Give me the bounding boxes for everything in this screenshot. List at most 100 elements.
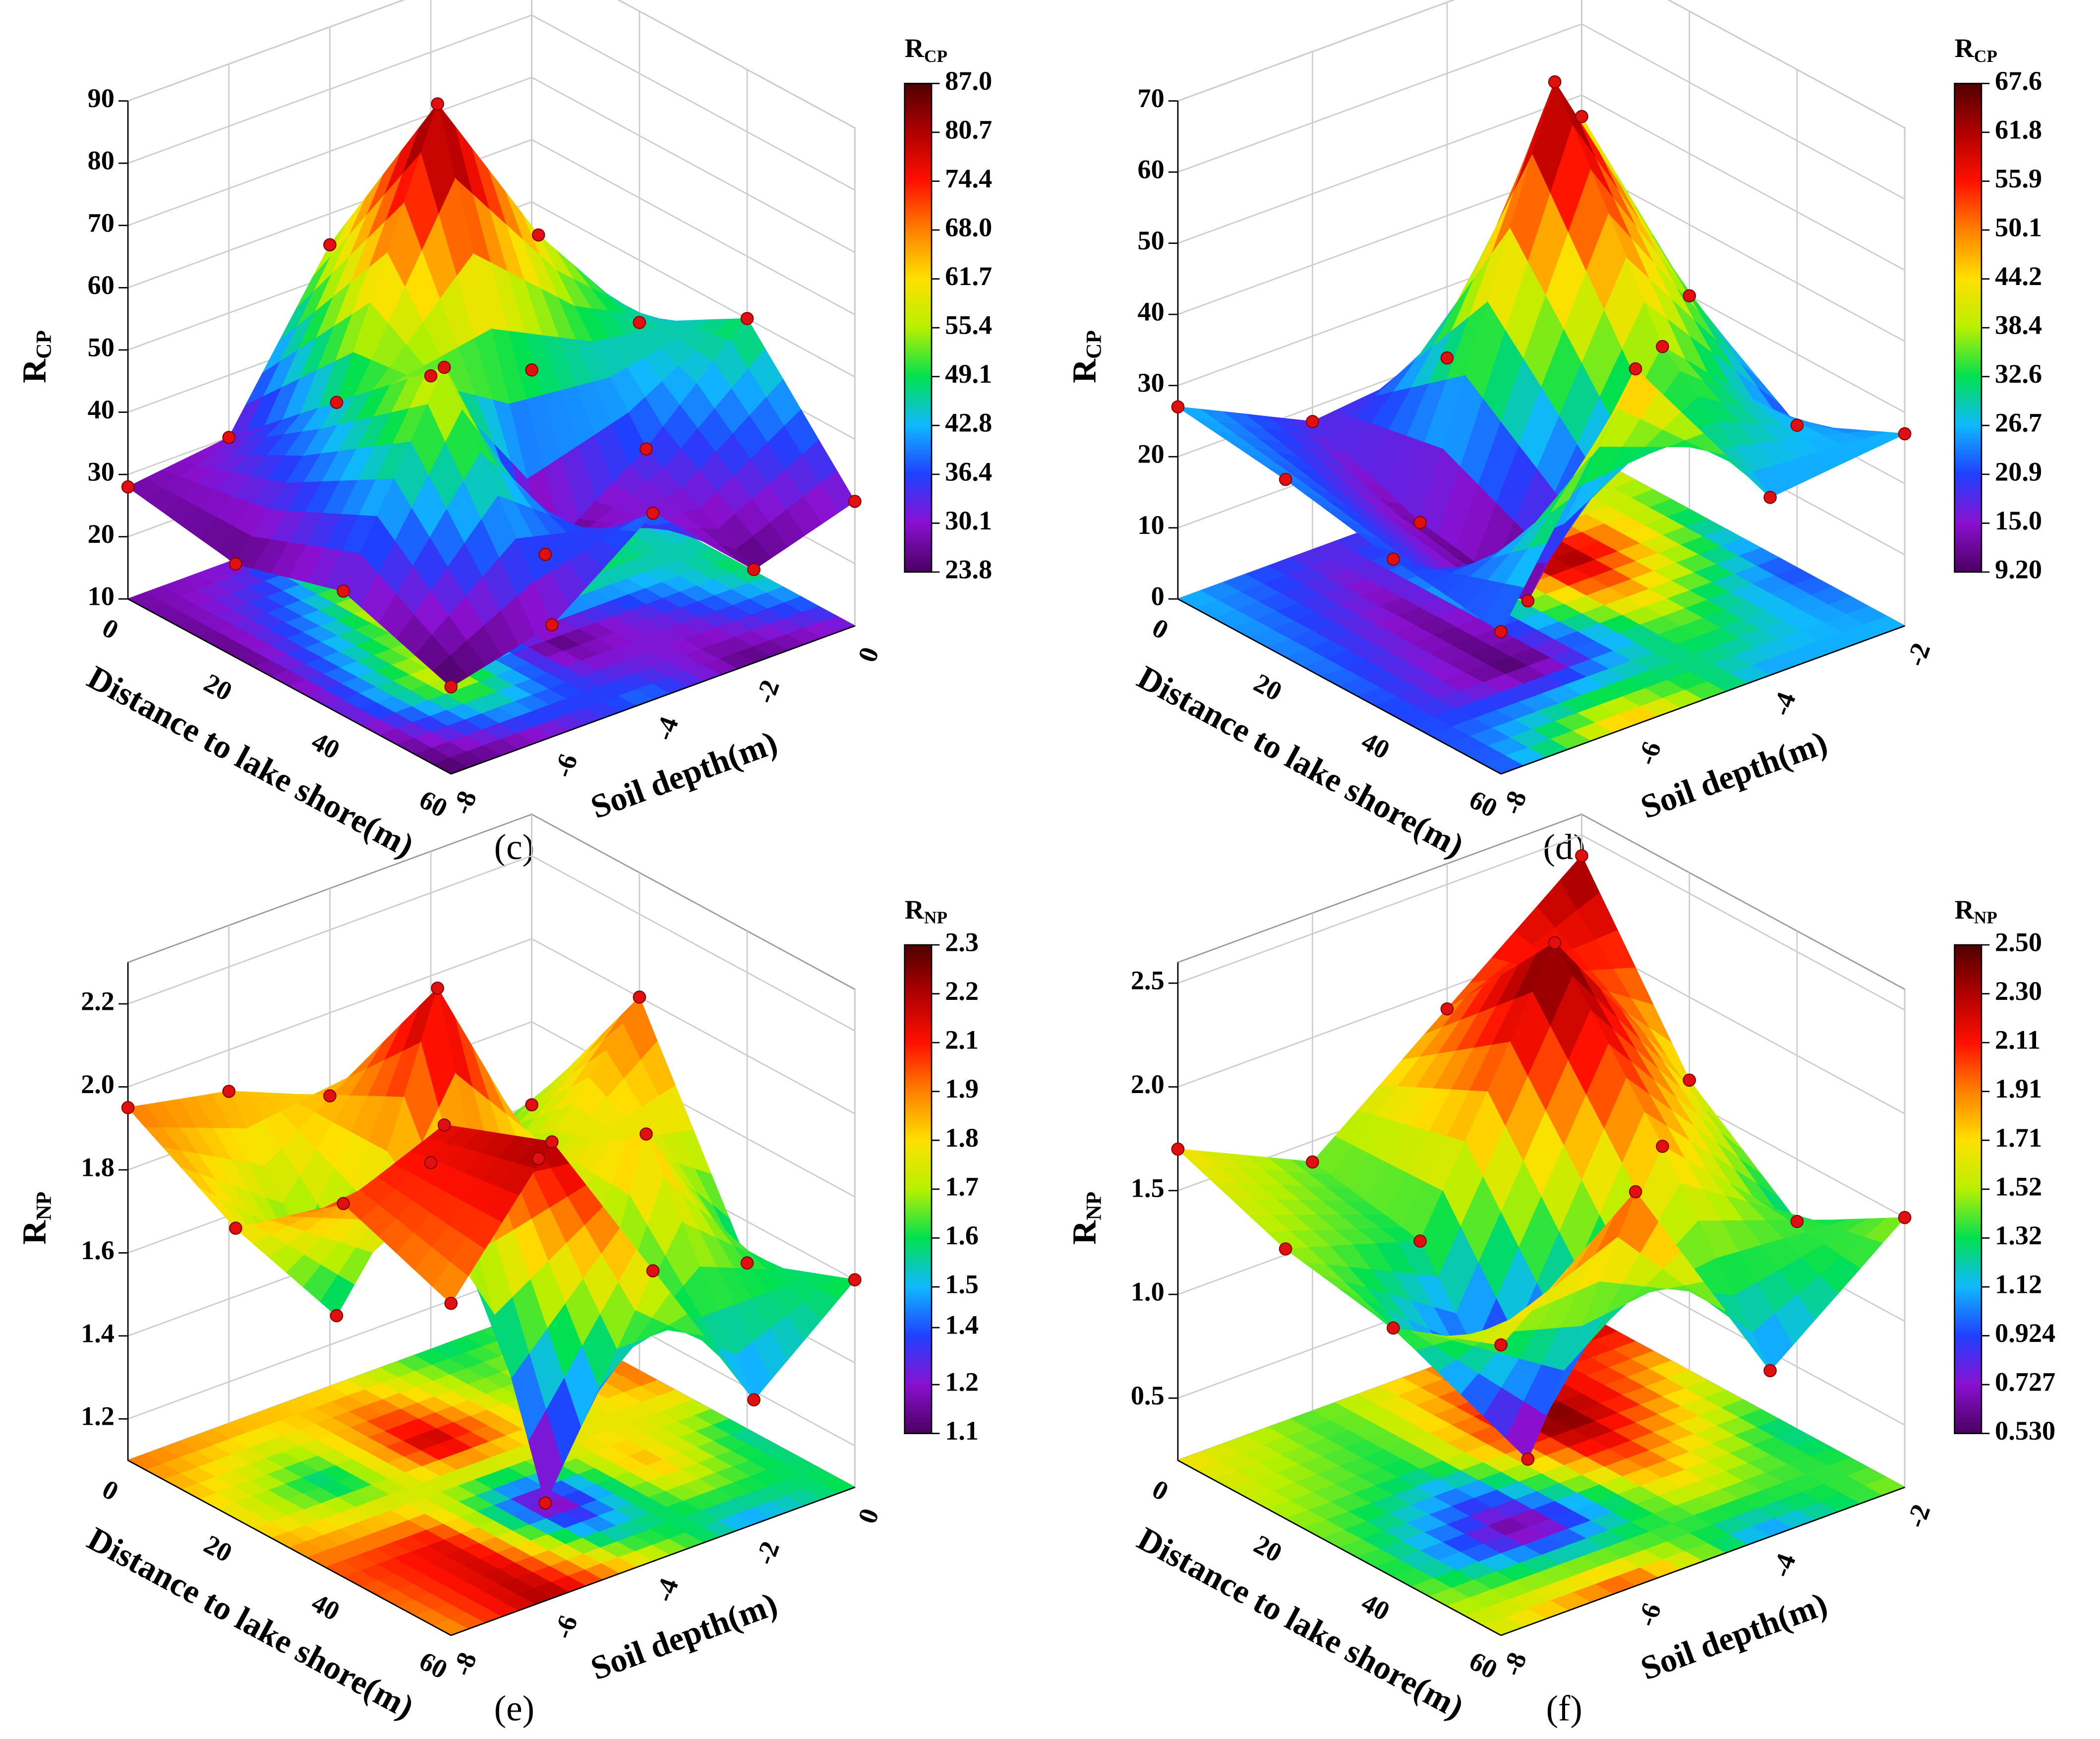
- axis-line: [1501, 625, 1905, 775]
- grid-line: [531, 855, 855, 1032]
- axis-line: [451, 625, 855, 775]
- colorbar-tick-label: 61.7: [945, 261, 992, 291]
- grid-line: [531, 938, 855, 1114]
- axis-line: [127, 598, 452, 775]
- grid-line: [1177, 0, 1456, 102]
- z-label-sub: CP: [1082, 330, 1106, 359]
- data-point: [1548, 75, 1562, 89]
- y-axis-label: Soil depth(m): [586, 1585, 782, 1687]
- data-point: [1683, 1073, 1696, 1087]
- colorbar-tick-label: 2.11: [1995, 1025, 2041, 1055]
- colorbar-tick-label: 1.7: [945, 1171, 979, 1201]
- data-point: [1306, 415, 1319, 428]
- z-label-sub: NP: [32, 1192, 56, 1220]
- colorbar-tick-label: 55.4: [945, 310, 992, 340]
- data-point: [1387, 1321, 1400, 1335]
- grid-line: [1667, 0, 1905, 129]
- colorbar-tick-label: 1.4: [945, 1310, 979, 1340]
- data-point: [229, 557, 242, 571]
- colorbar-tick-label: 38.4: [1995, 310, 2042, 340]
- axis-line: [1501, 1486, 1905, 1636]
- x-tick-label: 40: [307, 726, 345, 765]
- data-point: [531, 228, 545, 242]
- data-point: [1440, 351, 1454, 365]
- z-tick-label: 50: [88, 332, 115, 362]
- y-axis-label: Soil depth(m): [1636, 1585, 1832, 1687]
- colorbar-tick-label: 67.6: [1995, 66, 2042, 96]
- panel-label: (c): [494, 827, 534, 867]
- data-point: [525, 1098, 538, 1112]
- z-axis-label: RNP: [16, 1192, 56, 1245]
- grid-line: [1581, 94, 1905, 271]
- data-point: [633, 316, 646, 329]
- colorbar-tick-label: 0.530: [1995, 1416, 2055, 1446]
- colorbar-tick-label: 50.1: [1995, 212, 2042, 242]
- colorbar-title: RCP: [1955, 34, 1997, 66]
- z-tick-label: 10: [88, 581, 115, 611]
- colorbar-title-sub: CP: [1974, 47, 1997, 66]
- colorbar-tick-label: 36.4: [945, 457, 992, 486]
- colorbar-title: RNP: [905, 895, 947, 927]
- z-tick-label: 0.5: [1131, 1381, 1165, 1410]
- data-point: [229, 1221, 242, 1235]
- y-tick-label: -6: [548, 1612, 583, 1643]
- z-label-sub: NP: [1082, 1192, 1106, 1220]
- colorbar-title-sub: CP: [924, 47, 947, 66]
- y-tick-label: -4: [1766, 1550, 1802, 1581]
- data-point: [1171, 400, 1185, 414]
- data-point: [121, 1101, 135, 1114]
- data-point: [1683, 289, 1696, 302]
- grid-line: [531, 76, 855, 253]
- x-tick-label: 60: [414, 1646, 452, 1684]
- z-tick-label: 90: [88, 83, 115, 113]
- z-tick-label: 50: [1137, 226, 1164, 255]
- z-tick-label: 10: [1137, 510, 1164, 540]
- data-point: [1171, 1142, 1185, 1156]
- data-point: [323, 1089, 337, 1102]
- data-point: [747, 1393, 760, 1407]
- data-point: [1656, 1140, 1669, 1153]
- y-axis-label: Soil depth(m): [586, 724, 782, 826]
- z-tick-label: 60: [88, 270, 115, 300]
- grid-line: [1581, 23, 1905, 200]
- grid-line: [1177, 23, 1582, 173]
- z-label-main: R: [1066, 358, 1103, 383]
- z-axis-label: RCP: [16, 330, 56, 383]
- colorbar-tick-label: 2.3: [945, 927, 979, 957]
- colorbar-tick-label: 1.6: [945, 1220, 979, 1250]
- data-point: [330, 396, 344, 409]
- y-tick-label: -8: [1497, 1648, 1532, 1680]
- colorbar-tick-label: 1.1: [945, 1416, 979, 1446]
- data-point: [640, 1127, 653, 1141]
- colorbar-title-main: R: [905, 895, 925, 925]
- colorbar: [1954, 944, 1983, 1435]
- z-tick-label: 20: [88, 519, 115, 549]
- data-point: [431, 97, 444, 111]
- colorbar-title: RCP: [905, 34, 947, 66]
- data-point: [531, 1152, 545, 1165]
- colorbar-tick-label: 9.20: [1995, 554, 2042, 584]
- colorbar-tick-label: 1.12: [1995, 1269, 2042, 1299]
- data-point: [444, 1296, 458, 1310]
- x-tick-label: 0: [1147, 613, 1173, 645]
- data-point: [525, 363, 538, 377]
- data-point: [1548, 936, 1562, 950]
- x-tick-label: 0: [98, 613, 123, 645]
- data-point: [1279, 472, 1292, 486]
- data-point: [1413, 516, 1427, 529]
- data-point: [1521, 594, 1535, 608]
- colorbar-tick-label: 2.50: [1995, 927, 2042, 957]
- colorbar-tick-label: 1.91: [1995, 1074, 2042, 1103]
- y-tick-label: -6: [1632, 738, 1667, 769]
- colorbar-tick-label: 80.7: [945, 115, 992, 144]
- colorbar-tick-label: 0.924: [1995, 1318, 2055, 1348]
- y-tick-label: -2: [1901, 1501, 1936, 1532]
- data-point: [1306, 1155, 1319, 1169]
- data-point: [633, 990, 646, 1004]
- data-point: [1413, 1234, 1427, 1248]
- z-label-main: R: [1066, 1220, 1103, 1245]
- data-point: [1521, 1452, 1535, 1466]
- colorbar-tick-label: 20.9: [1995, 457, 2042, 486]
